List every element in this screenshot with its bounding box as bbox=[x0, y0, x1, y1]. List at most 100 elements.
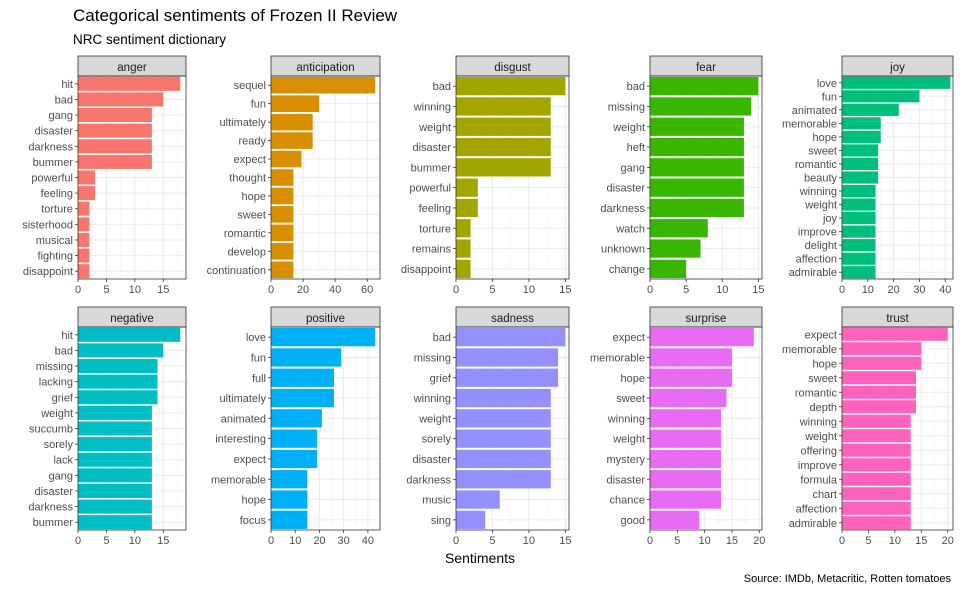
x-tick-label: 10 bbox=[289, 535, 301, 547]
bar bbox=[271, 150, 302, 168]
bar bbox=[271, 470, 308, 489]
bar bbox=[271, 95, 320, 112]
y-tick-label: depth bbox=[809, 402, 837, 414]
y-tick-label: darkness bbox=[406, 474, 451, 486]
bar bbox=[78, 390, 158, 405]
bar bbox=[78, 499, 152, 514]
x-tick-label: 15 bbox=[157, 535, 169, 547]
y-tick-label: fun bbox=[251, 352, 266, 364]
facet-strip-label: anger bbox=[117, 62, 147, 74]
y-tick-label: sisterhood bbox=[22, 219, 73, 231]
x-tick-label: 40 bbox=[362, 535, 374, 547]
y-tick-label: sweet bbox=[808, 373, 837, 385]
y-tick-label: disappoint bbox=[401, 264, 451, 276]
x-tick-label: 20 bbox=[888, 284, 900, 296]
x-tick-label: 10 bbox=[129, 535, 141, 547]
y-tick-label: gang bbox=[621, 162, 645, 174]
y-tick-label: sequel bbox=[234, 80, 266, 92]
bar bbox=[271, 388, 334, 408]
facet-strip-label: sadness bbox=[491, 313, 534, 325]
y-tick-label: hope bbox=[242, 495, 266, 507]
bar bbox=[842, 356, 922, 370]
bar bbox=[842, 157, 879, 171]
y-tick-label: fighting bbox=[38, 251, 73, 263]
bar bbox=[650, 239, 701, 258]
bar bbox=[78, 405, 152, 420]
bar bbox=[271, 328, 376, 347]
x-tick-label: 0 bbox=[839, 535, 845, 547]
bar bbox=[78, 123, 152, 138]
y-tick-label: bad bbox=[627, 81, 645, 93]
y-tick-label: hit bbox=[61, 330, 73, 342]
x-tick-label: 0 bbox=[647, 535, 653, 547]
bar bbox=[842, 117, 881, 130]
x-tick-label: 5 bbox=[103, 284, 109, 296]
bar bbox=[78, 437, 152, 452]
y-tick-label: weight bbox=[804, 431, 837, 443]
panel-border bbox=[455, 326, 570, 531]
y-tick-label: sweet bbox=[616, 393, 645, 405]
bar bbox=[456, 178, 478, 197]
bar bbox=[78, 515, 152, 530]
bar bbox=[456, 219, 471, 238]
bar bbox=[271, 261, 294, 279]
bar bbox=[842, 252, 876, 265]
y-tick-label: bummer bbox=[33, 517, 74, 529]
y-tick-label: winning bbox=[799, 186, 837, 198]
x-tick-label: 5 bbox=[103, 535, 109, 547]
x-tick-label: 5 bbox=[674, 535, 680, 547]
bar bbox=[842, 501, 911, 515]
bar bbox=[271, 243, 294, 260]
y-tick-label: weight bbox=[612, 122, 645, 134]
x-tick-label: 40 bbox=[329, 284, 341, 296]
bar bbox=[842, 429, 911, 443]
y-tick-label: delight bbox=[805, 240, 837, 252]
bar bbox=[650, 490, 722, 509]
y-tick-label: ready bbox=[238, 136, 266, 148]
y-tick-label: unknown bbox=[601, 244, 645, 256]
bar bbox=[842, 443, 911, 457]
bar bbox=[456, 510, 486, 529]
chart-caption: Source: IMDb, Metacritic, Rotten tomatoe… bbox=[743, 573, 951, 585]
bar bbox=[271, 429, 318, 448]
y-tick-label: disaster bbox=[34, 486, 73, 498]
x-tick-label: 5 bbox=[489, 535, 495, 547]
x-tick-label: 0 bbox=[453, 535, 459, 547]
y-tick-label: music bbox=[422, 495, 451, 507]
bar bbox=[78, 108, 152, 123]
bar bbox=[78, 76, 181, 91]
y-tick-label: sing bbox=[431, 515, 451, 527]
x-tick-label: 10 bbox=[699, 535, 711, 547]
x-tick-label: 0 bbox=[75, 535, 81, 547]
x-tick-label: 15 bbox=[726, 535, 738, 547]
y-tick-label: darkness bbox=[600, 203, 645, 215]
y-tick-label: focus bbox=[240, 515, 267, 527]
y-tick-label: love bbox=[246, 332, 266, 344]
bar bbox=[271, 132, 313, 149]
bar bbox=[650, 328, 754, 347]
bar bbox=[650, 178, 744, 197]
x-tick-label: 10 bbox=[862, 284, 874, 296]
y-tick-label: bad bbox=[55, 345, 73, 357]
y-tick-label: mystery bbox=[607, 454, 646, 466]
y-tick-label: expect bbox=[234, 154, 266, 166]
bar bbox=[78, 186, 96, 201]
bar bbox=[650, 117, 744, 136]
bar bbox=[842, 266, 876, 279]
bar bbox=[842, 516, 911, 530]
y-tick-label: sorely bbox=[44, 439, 74, 451]
bar bbox=[842, 103, 899, 116]
x-tick-label: 10 bbox=[889, 535, 901, 547]
y-tick-label: romantic bbox=[795, 387, 838, 399]
x-tick-label: 0 bbox=[839, 284, 845, 296]
y-tick-label: chart bbox=[813, 489, 837, 501]
facet-disgust: disgust bad winning weight disaster bummer pow… bbox=[401, 55, 571, 296]
bar bbox=[456, 77, 566, 96]
y-tick-label: offering bbox=[801, 445, 838, 457]
bar bbox=[78, 374, 158, 389]
bar bbox=[456, 388, 551, 408]
y-tick-label: interesting bbox=[215, 434, 266, 446]
y-tick-label: feeling bbox=[41, 188, 73, 200]
facet-strip-label: anticipation bbox=[296, 62, 354, 74]
